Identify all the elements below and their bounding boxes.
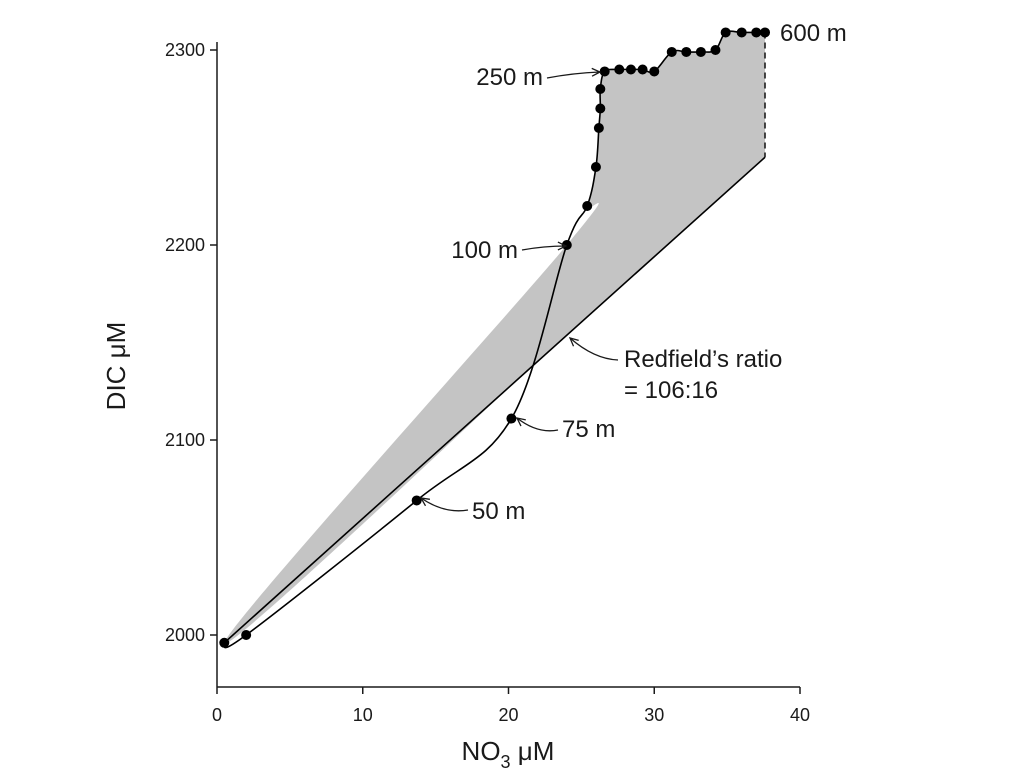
x-axis-title-unit: μM: [511, 736, 555, 766]
data-point: [590, 162, 601, 172]
annotation-label: Redfield’s ratio: [624, 346, 782, 373]
x-axis-title: NO3 μM: [462, 736, 555, 768]
y-axis-title: DIC μM: [101, 322, 131, 411]
redfield-line: [223, 156, 766, 644]
x-tick-label: 20: [498, 705, 518, 725]
y-tick-label: 2100: [165, 430, 205, 450]
annotation-arrow: [420, 497, 469, 512]
data-point: [720, 27, 731, 38]
shaded-region: [224, 31, 766, 644]
data-point: [411, 495, 422, 506]
data-point: [595, 84, 606, 94]
y-tick-label: 2000: [165, 625, 205, 645]
annotations: 600 m 250 m 100 m 75 m 50 m Redfield’s ratio =…: [419, 20, 847, 525]
x-tick-label: 10: [353, 705, 373, 725]
y-tick-label: 2300: [165, 40, 205, 60]
x-axis-title-subscript: 3: [501, 752, 511, 768]
data-point: [695, 46, 706, 57]
annotation-label: 600 m: [780, 20, 847, 47]
annotation-label: 100 m: [451, 237, 518, 264]
data-point: [760, 27, 771, 38]
annotation-label: 75 m: [562, 416, 615, 443]
data-point: [582, 201, 593, 211]
axis-ticks: 0 10 20 30 40 2000 2100 2200 2300: [165, 40, 810, 725]
data-point: [506, 413, 517, 424]
annotation-arrowhead: [515, 417, 526, 427]
y-tick-label: 2200: [165, 235, 205, 255]
data-point: [681, 46, 692, 57]
chart-points: [219, 27, 771, 648]
annotation-arrowhead: [557, 241, 568, 251]
data-point: [637, 64, 648, 75]
data-point: [751, 27, 762, 38]
data-point: [599, 66, 610, 77]
data-point: [710, 45, 721, 55]
annotation-label-line2: = 106:16: [624, 377, 718, 404]
data-point: [614, 64, 625, 75]
annotation-arrowhead: [591, 67, 602, 77]
data-point: [736, 27, 747, 38]
annotation-arrowhead: [419, 497, 430, 507]
data-point: [625, 64, 636, 75]
annotation-arrow: [516, 417, 559, 432]
data-point: [666, 46, 677, 57]
x-tick-label: 0: [212, 705, 222, 725]
x-axis-title-main: NO: [462, 736, 501, 766]
annotation-arrow: [521, 245, 567, 251]
annotation-label: 50 m: [472, 498, 525, 525]
annotation-arrowhead: [568, 337, 579, 347]
x-tick-label: 30: [644, 705, 664, 725]
data-point: [593, 123, 604, 133]
data-point: [649, 66, 660, 77]
plot-area: [224, 31, 766, 644]
data-point: [219, 637, 230, 648]
data-point: [595, 103, 606, 114]
data-point: [241, 630, 252, 640]
annotation-arrow: [569, 337, 619, 361]
annotation-arrow: [546, 71, 601, 79]
x-tick-label: 40: [790, 705, 810, 725]
annotation-label: 250 m: [476, 64, 543, 91]
